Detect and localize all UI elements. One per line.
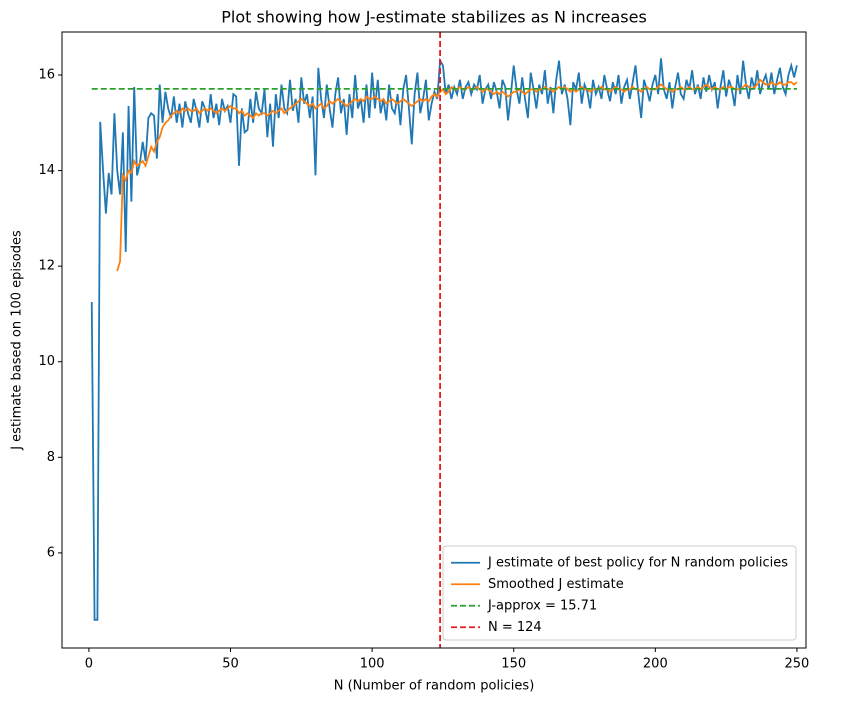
y-tick-label: 6: [47, 545, 55, 560]
x-tick-label: 250: [785, 657, 810, 672]
legend-box: [442, 545, 797, 641]
data-line: [90, 57, 798, 621]
data-line: [116, 78, 798, 272]
y-tick-label: 14: [38, 163, 55, 178]
legend-label: J estimate of best policy for N random p…: [487, 555, 788, 570]
legend-label: Smoothed J estimate: [488, 577, 624, 592]
legend: J estimate of best policy for N random p…: [442, 545, 797, 641]
plot-frame: [61, 31, 807, 649]
y-axis-label: J estimate based on 100 episodes: [10, 230, 25, 451]
y-tick-label: 16: [38, 68, 55, 83]
y-tick-label: 8: [47, 450, 55, 465]
x-tick-label: 100: [360, 657, 385, 672]
x-axis-label: N (Number of random policies): [334, 679, 535, 694]
legend-label: J-approx = 15.71: [487, 598, 597, 613]
x-tick-label: 200: [643, 657, 668, 672]
x-tick-label: 150: [501, 657, 526, 672]
y-tick-label: 10: [38, 354, 55, 369]
x-tick-label: 0: [85, 657, 93, 672]
chart-title: Plot showing how J-estimate stabilizes a…: [221, 8, 647, 27]
y-tick-label: 12: [38, 259, 55, 274]
x-tick-label: 50: [222, 657, 239, 672]
legend-label: N = 124: [488, 620, 542, 635]
